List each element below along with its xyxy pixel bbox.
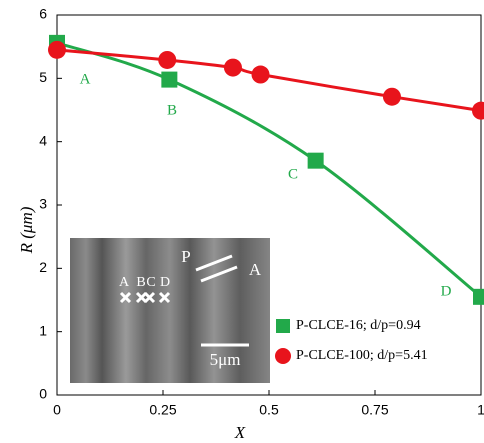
inset-label: 5μm xyxy=(210,350,241,369)
y-tick-label: 5 xyxy=(39,69,47,85)
marker xyxy=(251,65,270,84)
point-label: C xyxy=(288,166,298,182)
inset-label: B xyxy=(136,275,145,290)
legend-label: P-CLCE-100; d/p=5.41 xyxy=(296,348,428,363)
y-tick-label: 4 xyxy=(39,132,47,148)
y-tick-label: 6 xyxy=(39,6,47,22)
series-line xyxy=(56,41,482,298)
x-tick-label: 1 xyxy=(477,402,484,418)
y-tick-label: 1 xyxy=(39,322,47,338)
point-label: B xyxy=(167,102,177,118)
inset-image xyxy=(70,238,270,383)
y-tick-label: 3 xyxy=(39,196,47,212)
inset-label: D xyxy=(160,275,170,290)
marker xyxy=(382,87,401,106)
marker xyxy=(161,71,178,88)
inset-label: A xyxy=(249,260,262,279)
legend-marker xyxy=(276,319,290,333)
x-tick-label: 0.25 xyxy=(149,402,176,418)
x-tick-label: 0 xyxy=(53,402,61,418)
marker xyxy=(48,40,66,59)
legend-marker xyxy=(275,348,291,364)
x-axis-label: X xyxy=(234,423,246,442)
marker xyxy=(158,50,177,69)
inset-label: A xyxy=(119,275,130,290)
point-label: A xyxy=(80,71,91,87)
x-tick-label: 0.5 xyxy=(259,402,279,418)
series-line xyxy=(56,48,482,113)
point-label: D xyxy=(441,283,452,299)
marker xyxy=(223,58,242,77)
legend-label: P-CLCE-16; d/p=0.94 xyxy=(296,318,421,333)
marker xyxy=(307,152,324,169)
x-tick-label: 0.75 xyxy=(361,402,388,418)
y-axis-label: R (μm) xyxy=(17,206,36,254)
inset-label: C xyxy=(146,275,155,290)
marker xyxy=(472,101,484,120)
y-tick-label: 2 xyxy=(39,259,47,275)
y-tick-label: 0 xyxy=(39,386,47,402)
marker xyxy=(473,288,484,305)
inset-label: P xyxy=(181,247,190,266)
